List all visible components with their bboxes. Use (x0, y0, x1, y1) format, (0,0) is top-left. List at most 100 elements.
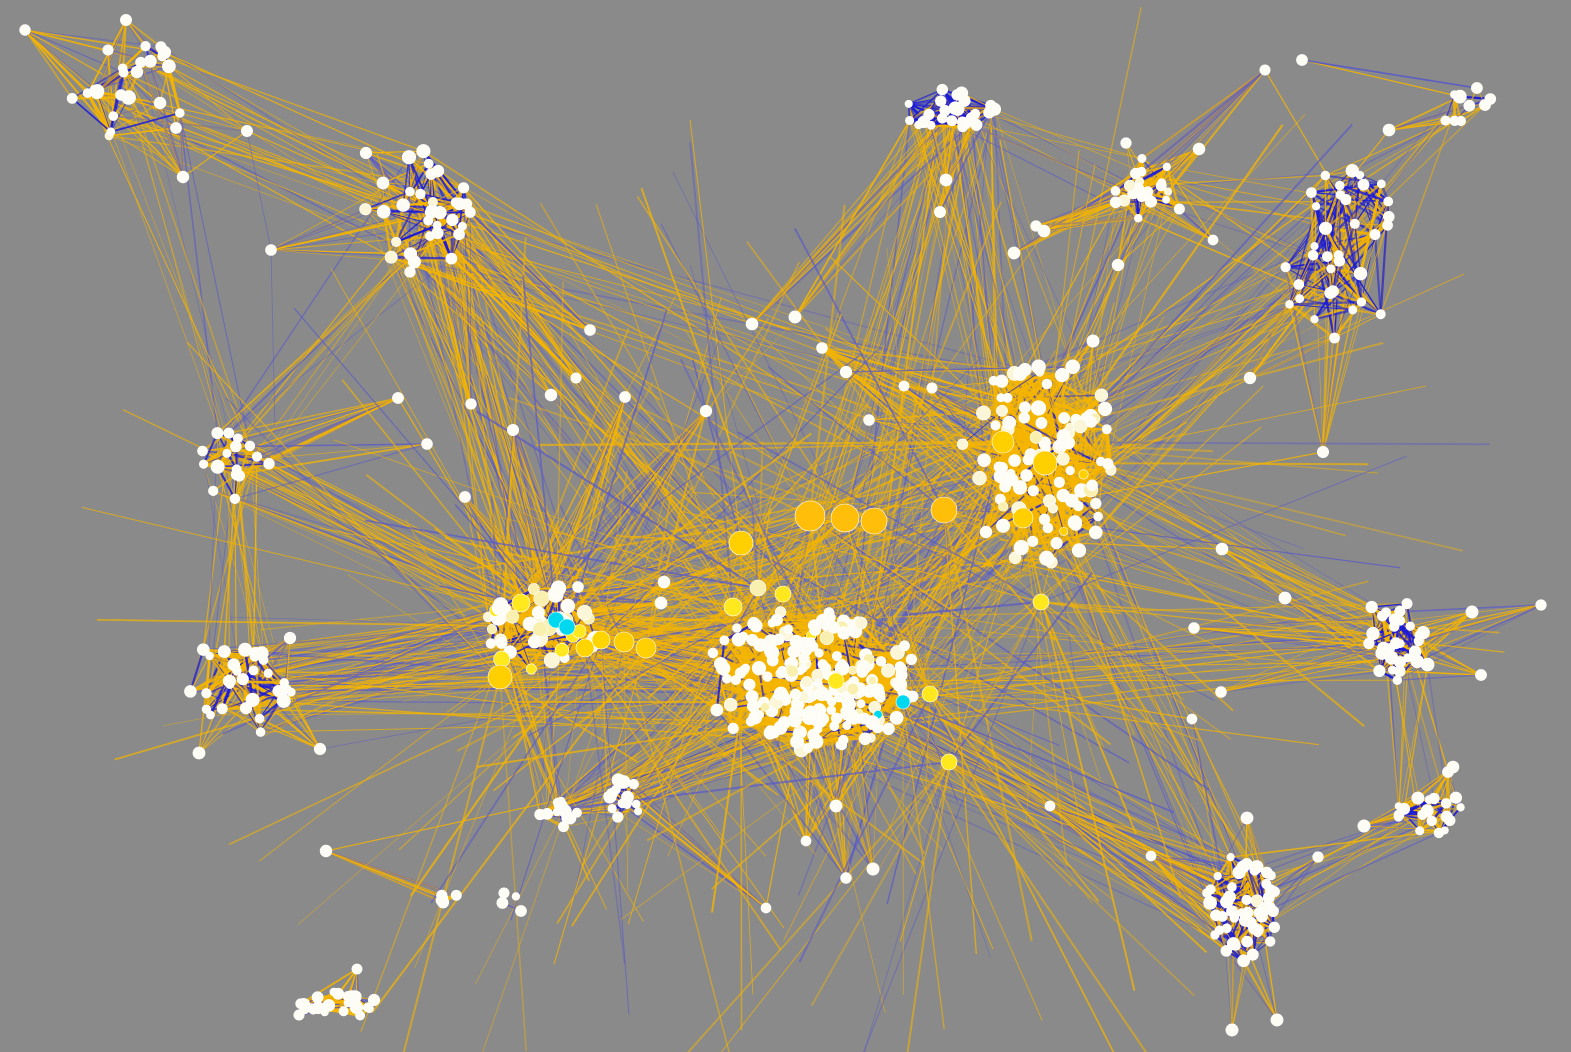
peripheral-spoke-edge (918, 124, 941, 213)
peripheral-spoke-edge (469, 212, 472, 405)
hub-spoke-edge (689, 119, 742, 544)
peripheral-spoke-edge (945, 124, 978, 181)
inter-cluster-edge (96, 90, 228, 454)
cluster-edge (726, 678, 752, 722)
peripheral-spoke-edge (464, 496, 489, 617)
peripheral-spoke-edge (1231, 943, 1235, 1031)
hub-spoke-edge (640, 187, 784, 595)
inter-cluster-edge (500, 468, 1046, 606)
hub-spoke-edge (371, 647, 647, 1013)
cluster-edge (243, 649, 254, 701)
cluster-edge (1337, 184, 1365, 256)
inter-cluster-edge (217, 466, 285, 702)
inter-cluster-edge (229, 588, 535, 686)
cluster-edge (1324, 182, 1383, 230)
inter-cluster-edge (1039, 298, 1300, 373)
peripheral-spoke-edge (1322, 216, 1390, 453)
peripheral-spoke-edge (794, 108, 959, 318)
hub-spoke-edge (520, 475, 620, 604)
hub-spoke-edge (114, 626, 568, 761)
hub-spoke-edge (623, 641, 629, 892)
cluster-edge (1333, 301, 1363, 339)
peripheral-spoke-edge (1193, 618, 1395, 629)
cluster-edge (395, 224, 438, 243)
cluster-edge (1361, 216, 1390, 303)
hub-spoke-edge (430, 639, 602, 904)
cluster-edge (254, 653, 261, 719)
hub-spoke-edge (411, 284, 625, 643)
inter-cluster-edge (402, 204, 1034, 543)
hub-spoke-edge (623, 641, 730, 1052)
peripheral-spoke-edge (1388, 95, 1461, 131)
hub-spoke-edge (293, 307, 568, 628)
peripheral-spoke-edge (24, 29, 161, 48)
inter-cluster-edge (235, 445, 502, 606)
hub-spoke-edge (684, 441, 1004, 451)
hub-spoke-edge (539, 202, 742, 544)
hub-spoke-edge (948, 761, 1072, 887)
cluster-edge (432, 187, 464, 203)
hub-spoke-edge (566, 309, 668, 628)
hub-spoke-edge (950, 517, 1024, 644)
peripheral-spoke-edge (259, 717, 321, 750)
hub-spoke-edge (906, 761, 950, 1052)
peripheral-spoke-edge (794, 123, 966, 318)
hub-spoke-edge (929, 693, 1319, 746)
cluster-edge (1339, 185, 1362, 303)
cluster-edge (859, 622, 903, 671)
hub-spoke-edge (499, 676, 644, 922)
inter-cluster-edge (228, 433, 231, 682)
inter-cluster-edge (128, 97, 238, 475)
cluster-edge (71, 67, 124, 100)
cluster-edge (365, 208, 430, 214)
peripheral-spoke-edge (123, 72, 177, 129)
cluster-edge (96, 92, 112, 132)
peripheral-spoke-edge (1249, 337, 1335, 379)
peripheral-spoke-edge (751, 121, 964, 325)
cluster-edge (1312, 254, 1354, 311)
hub-spoke-edge (407, 173, 522, 604)
peripheral-spoke-edge (1049, 805, 1234, 945)
peripheral-spoke-edge (463, 187, 591, 331)
peripheral-spoke-edge (1178, 208, 1214, 241)
peripheral-spoke-edge (512, 429, 586, 614)
hub-spoke-edge (259, 602, 522, 631)
peripheral-spoke-edge (1035, 217, 1139, 227)
long-bridge-edge (1117, 209, 1161, 266)
long-bridge-edge (1069, 451, 1324, 501)
hub-spoke-edge (600, 337, 721, 641)
cluster-edge (402, 157, 410, 206)
inter-cluster-edge (459, 203, 1091, 417)
hub-spoke-edge (566, 520, 742, 628)
peripheral-spoke-edge (228, 397, 399, 434)
peripheral-spoke-edge (1249, 268, 1332, 379)
cluster-edge (1289, 228, 1327, 305)
hub-spoke-edge (651, 469, 734, 608)
hub-spoke-edge (783, 701, 904, 941)
hub-spoke-edge (376, 153, 522, 604)
cluster-edge (1339, 185, 1389, 226)
peripheral-spoke-edge (819, 720, 874, 870)
inter-cluster-edge (1090, 191, 1149, 417)
cluster-edge (121, 45, 147, 70)
inter-cluster-edge (954, 108, 1004, 526)
inter-cluster-edge (87, 92, 251, 447)
inter-cluster-edge (432, 201, 785, 699)
peripheral-spoke-edge (222, 708, 321, 750)
peripheral-spoke-edge (1385, 604, 1542, 614)
cluster-edge (190, 679, 230, 693)
peripheral-spoke-edge (1193, 627, 1390, 650)
hub-spoke-edge (899, 517, 1024, 942)
peripheral-spoke-edge (1193, 627, 1397, 645)
cluster-edge (1315, 170, 1353, 207)
hub-spoke-edge (600, 596, 804, 641)
cluster-edge (1325, 174, 1382, 185)
inter-cluster-edge (563, 816, 618, 828)
hub-spoke-edge (522, 275, 557, 621)
cluster-edge (1325, 227, 1382, 315)
peripheral-spoke-edge (1049, 805, 1227, 952)
cluster-edge (1115, 158, 1143, 192)
inter-cluster-edge (1080, 425, 1401, 622)
long-bridge-edge (246, 130, 272, 251)
